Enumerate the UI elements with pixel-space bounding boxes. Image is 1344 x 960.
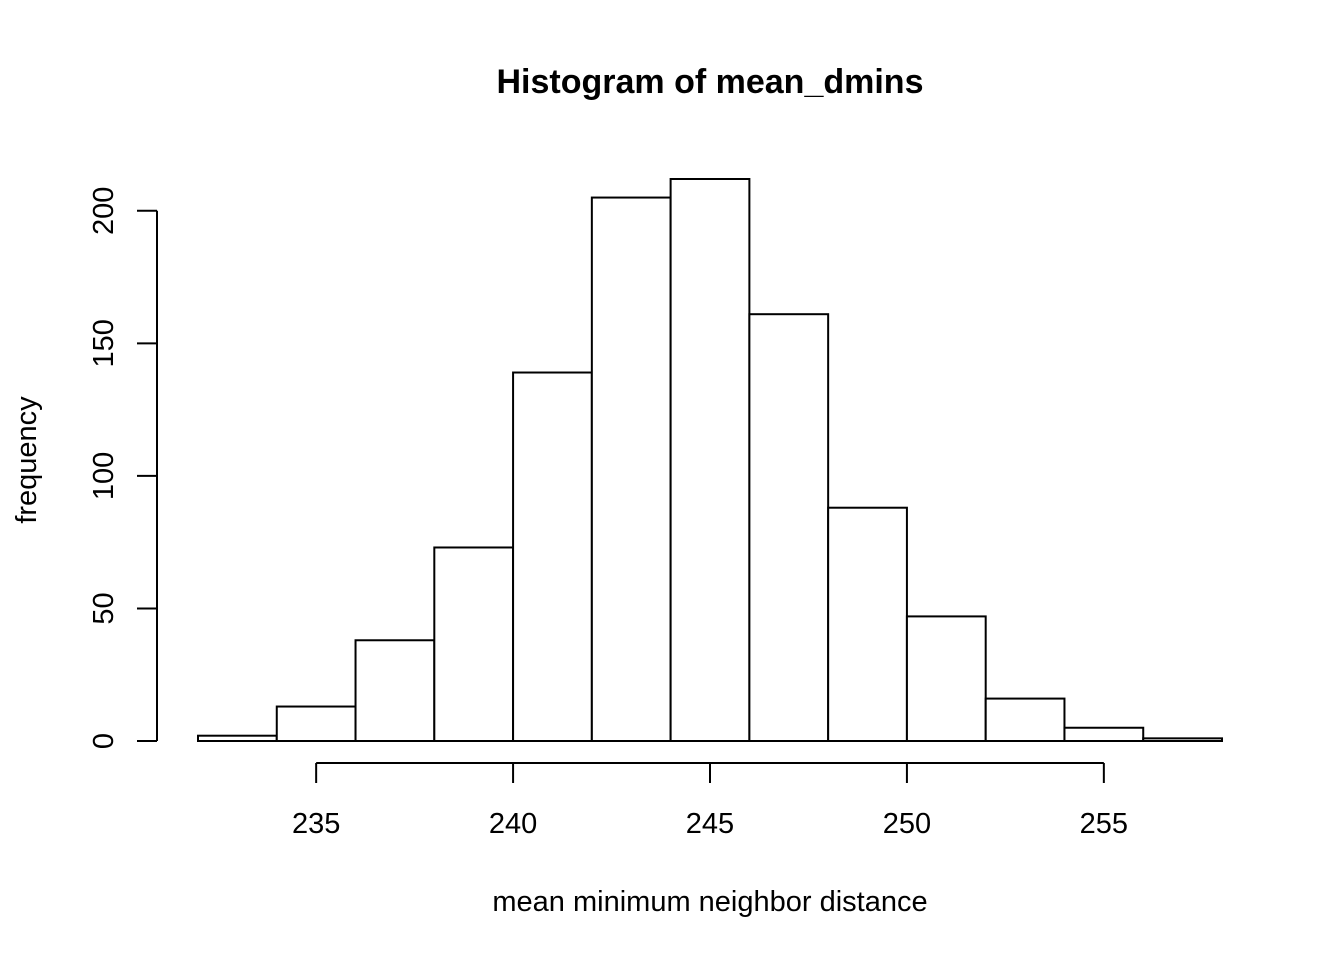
x-tick-label: 255 bbox=[1080, 808, 1128, 840]
x-tick-label: 240 bbox=[489, 808, 537, 840]
y-tick-label: 50 bbox=[88, 592, 120, 624]
y-tick-label: 100 bbox=[88, 452, 120, 500]
histogram-bar bbox=[433, 546, 515, 743]
y-tick-label: 0 bbox=[88, 733, 120, 749]
histogram-bar bbox=[590, 196, 672, 743]
chart-title: Histogram of mean_dmins bbox=[497, 63, 924, 101]
histogram-bar bbox=[1063, 726, 1145, 743]
histogram-bar bbox=[275, 705, 357, 742]
x-tick-label: 250 bbox=[883, 808, 931, 840]
x-axis: 235 240 245 250 255 bbox=[292, 762, 1128, 840]
x-axis-label: mean minimum neighbor distance bbox=[492, 886, 927, 918]
histogram-bar bbox=[1142, 737, 1223, 743]
x-tick-label: 235 bbox=[292, 808, 340, 840]
y-axis-label: frequency bbox=[11, 396, 43, 524]
histogram-bar bbox=[827, 506, 908, 742]
histogram-bar bbox=[354, 639, 436, 743]
bars-group bbox=[197, 178, 1223, 743]
y-axis: 0 50 100 150 200 bbox=[88, 187, 158, 749]
x-tick-label: 245 bbox=[686, 808, 734, 840]
histogram-bar bbox=[748, 313, 830, 742]
histogram-bar bbox=[905, 615, 987, 742]
y-tick-label: 150 bbox=[88, 319, 120, 367]
histogram-bar bbox=[197, 734, 278, 743]
y-tick-label: 200 bbox=[88, 187, 120, 235]
histogram-bar bbox=[669, 178, 751, 742]
histogram-bar bbox=[512, 371, 593, 742]
histogram-bar bbox=[984, 697, 1066, 742]
